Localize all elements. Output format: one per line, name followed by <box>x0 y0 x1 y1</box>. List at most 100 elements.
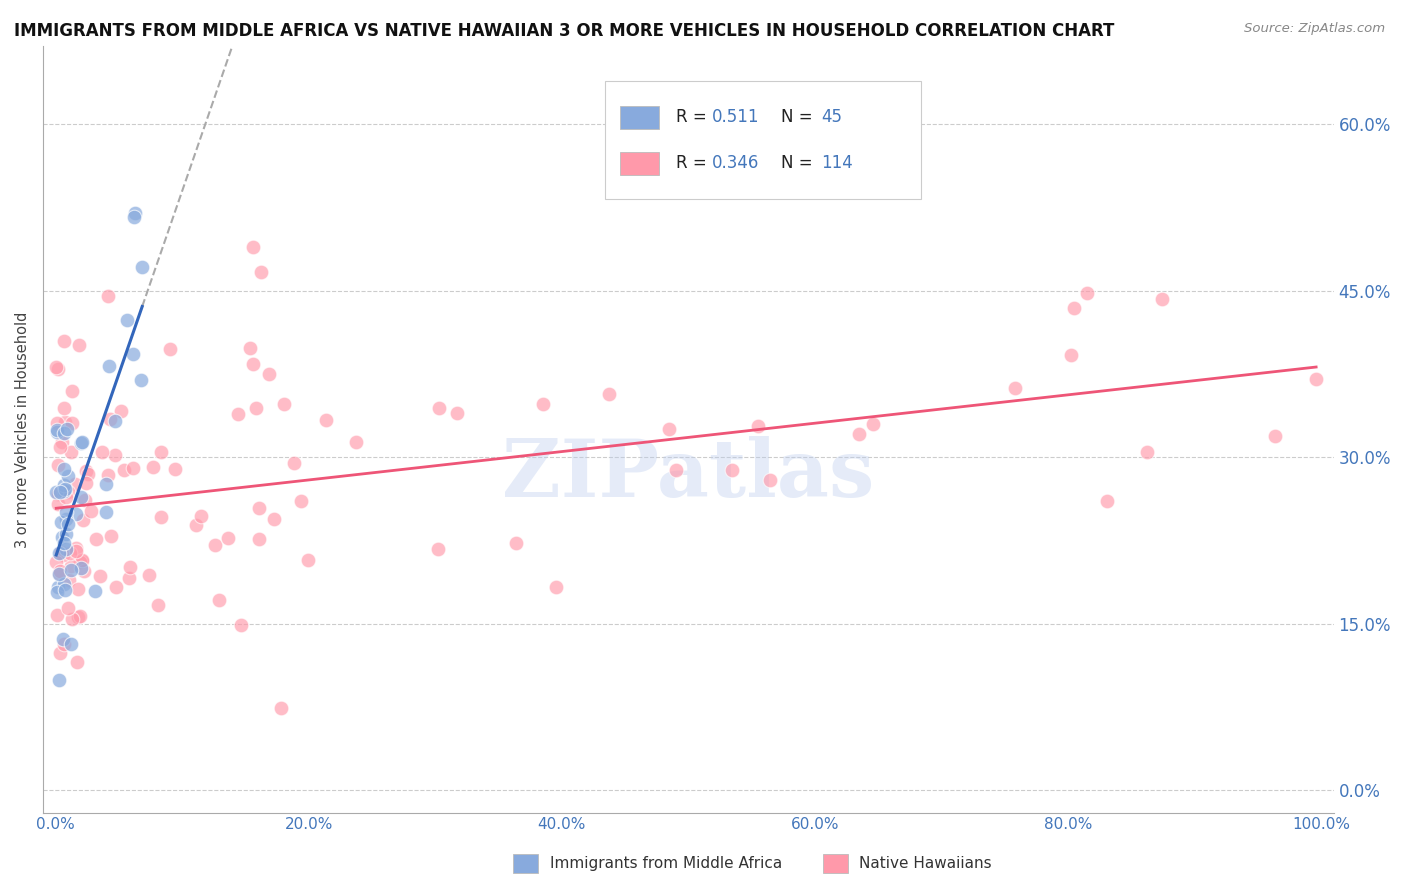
Point <box>862 417 884 432</box>
Point <box>273 397 295 411</box>
Point <box>49 646 72 660</box>
Point <box>52 401 75 416</box>
Point <box>270 701 292 715</box>
Point <box>190 508 212 523</box>
Point <box>55 512 77 526</box>
Point <box>72 513 94 527</box>
Text: R =: R = <box>675 109 711 127</box>
Point <box>51 530 73 544</box>
Point <box>531 397 554 411</box>
Point <box>446 406 468 420</box>
Point <box>58 573 80 587</box>
Point <box>59 444 82 458</box>
Point <box>142 460 165 475</box>
Point <box>110 404 132 418</box>
Point <box>290 493 312 508</box>
Point <box>1152 293 1174 307</box>
Point <box>59 546 82 560</box>
Point <box>45 608 67 623</box>
Text: N =: N = <box>782 154 818 172</box>
Text: Immigrants from Middle Africa: Immigrants from Middle Africa <box>550 856 782 871</box>
Point <box>149 510 172 524</box>
Point <box>239 341 262 355</box>
Point <box>658 421 681 435</box>
Point <box>131 373 153 387</box>
Point <box>46 487 69 501</box>
Point <box>105 580 128 594</box>
Point <box>1059 348 1081 362</box>
Point <box>48 673 70 687</box>
Point <box>56 600 79 615</box>
Point <box>1264 429 1286 443</box>
Point <box>70 434 93 449</box>
Point <box>55 506 77 520</box>
Text: 0.511: 0.511 <box>711 109 759 127</box>
Point <box>48 566 70 580</box>
Point <box>159 342 181 356</box>
Point <box>150 444 173 458</box>
Point <box>46 581 69 595</box>
Point <box>70 490 93 504</box>
Point <box>67 338 90 352</box>
Point <box>53 536 76 550</box>
Point <box>83 583 105 598</box>
Point <box>208 593 231 607</box>
Point <box>70 553 93 567</box>
Point <box>848 427 870 442</box>
Point <box>60 384 83 398</box>
Point <box>45 417 67 431</box>
Point <box>65 541 87 556</box>
Point <box>427 541 450 556</box>
Point <box>70 436 93 450</box>
Point <box>217 532 239 546</box>
Point <box>1063 301 1085 316</box>
Point <box>80 504 103 518</box>
Point <box>104 414 127 428</box>
Point <box>53 415 76 429</box>
Point <box>73 564 96 578</box>
Point <box>72 554 94 568</box>
Point <box>118 572 141 586</box>
Point <box>297 553 319 567</box>
Point <box>73 493 96 508</box>
Point <box>263 512 285 526</box>
Point <box>118 560 141 574</box>
Point <box>598 386 620 401</box>
Point <box>122 210 145 224</box>
Point <box>58 468 80 483</box>
Point <box>165 462 187 476</box>
Point <box>55 483 77 497</box>
Point <box>46 423 69 437</box>
Point <box>283 456 305 470</box>
Point <box>55 527 77 541</box>
Point <box>52 483 75 498</box>
Point <box>94 505 117 519</box>
Point <box>52 549 75 563</box>
Point <box>67 610 90 624</box>
Point <box>52 461 75 475</box>
FancyBboxPatch shape <box>605 80 921 200</box>
Point <box>55 541 77 556</box>
Point <box>48 362 70 376</box>
Point <box>124 206 146 220</box>
Point <box>69 609 91 624</box>
Point <box>52 577 75 591</box>
Point <box>55 422 77 436</box>
Point <box>427 401 450 415</box>
Point <box>1136 445 1159 459</box>
Point <box>48 564 70 578</box>
Point <box>122 347 145 361</box>
Point <box>184 518 207 533</box>
Point <box>115 313 138 327</box>
Text: 114: 114 <box>821 154 853 172</box>
Point <box>53 583 76 598</box>
Text: Source: ZipAtlas.com: Source: ZipAtlas.com <box>1244 22 1385 36</box>
Point <box>259 367 281 381</box>
Point <box>100 529 122 543</box>
Point <box>65 507 87 521</box>
Point <box>1097 494 1119 508</box>
Point <box>52 334 75 348</box>
Point <box>45 555 67 569</box>
Point <box>60 416 83 430</box>
Bar <box>620 106 659 129</box>
